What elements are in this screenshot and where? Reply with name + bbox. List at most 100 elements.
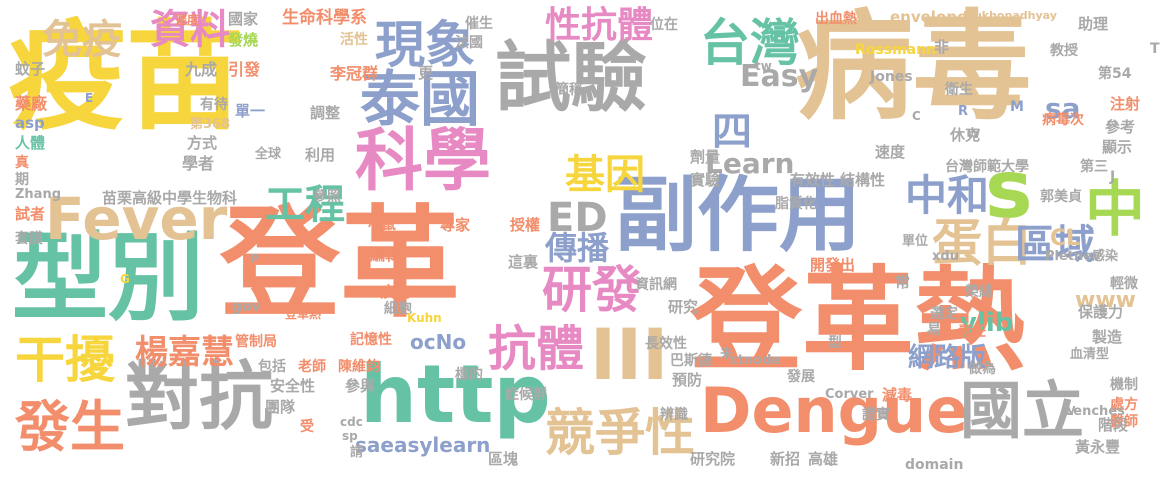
cloud-word: 注射 [1110,95,1141,113]
cloud-word: 活性 [340,32,368,48]
cloud-word: asp [15,114,45,132]
cloud-word: 參考 [1105,118,1136,136]
cloud-word: 傳播 [545,229,610,267]
cloud-word: 處方 [1110,397,1138,413]
cloud-word: 國立 [960,374,1085,447]
cloud-word: 新招 [770,450,801,468]
cloud-word: 更 [418,64,434,82]
cloud-word: 安全性 [270,377,316,395]
cloud-word: G [120,272,130,286]
cloud-word: 網路版 [908,343,987,373]
cloud-word: 中和 [905,171,990,220]
cloud-word: 調整 [310,104,341,122]
cloud-word: 第54 [1098,66,1132,82]
cloud-word: 試驗 [495,33,647,122]
cloud-word: 血清型 [1070,347,1110,362]
cloud-word: M [1010,99,1024,115]
cloud-word: P [250,252,259,266]
cloud-word: 李冠群 [330,64,379,83]
cloud-word: 速度 [875,143,906,161]
cloud-word: Dengue [700,374,969,447]
cloud-word: 參照 [313,189,341,205]
cloud-word: 基因 [565,152,645,198]
cloud-word: envelope [890,8,968,26]
cloud-word: sp [342,429,358,443]
cloud-word: domain [905,457,964,473]
cloud-word: 休克 [950,126,981,144]
cloud-word: 老師 [298,359,326,375]
cloud-word: Rossmann [855,42,937,58]
cloud-word: 參與 [345,377,376,395]
cloud-word: 期 [15,172,29,188]
cloud-word: 台灣 [700,14,800,72]
cloud-word: 單位 [902,234,929,249]
cloud-word: Corver [825,387,874,402]
cloud-word: cdc [340,415,363,429]
cloud-word: Easy [740,59,819,94]
cloud-word: 編輯 [370,246,401,264]
cloud-word: 發展 [787,369,815,385]
cloud-word: 位在 [650,17,678,33]
cloud-word: 開發出 [810,256,856,274]
cloud-word: E [85,91,94,105]
cloud-word: 疾病 [380,283,411,301]
cloud-word: 結構性 [840,171,886,189]
cloud-word: 法國 [455,35,483,51]
cloud-word: 抗體 [488,321,585,377]
cloud-word: 脂質化 [775,196,817,212]
cloud-word: 方式 [187,134,218,152]
cloud-word: 高雄 [808,450,839,468]
cloud-word: 記憶性 [350,332,392,348]
cloud-word: 這裏 [508,253,539,271]
cloud-word: 現象 [375,16,475,74]
cloud-word: 科學 [355,122,492,201]
cloud-word: 第368 [190,117,231,132]
cloud-word: 做為 [968,361,996,377]
cloud-word: saeasylearn [355,433,491,457]
cloud-word: 引發 [228,60,261,79]
cloud-word: ctnode [730,353,781,368]
cloud-word: 階段 [1098,416,1129,434]
cloud-word: 病毒 [795,0,1032,136]
cloud-word: 症候群 [505,387,547,403]
cloud-word: 中 [1085,175,1145,245]
cloud-word: 免疫 [42,17,122,63]
cloud-word: 區塊 [488,450,519,468]
cloud-word: 郭美貞 [1040,189,1082,205]
cloud-word: 九成 [185,60,218,79]
cloud-word: s [985,143,1033,236]
cloud-word: Jones [870,69,913,85]
cloud-word: 人體 [15,134,46,152]
cloud-word: 預防 [672,371,703,389]
cloud-word: 研究院 [690,450,736,468]
cloud-word: Pletnev [1045,249,1101,264]
cloud-word: 責任 [958,324,986,340]
cloud-word: 有待 [200,97,228,113]
cloud-word: http [360,348,551,441]
cloud-word: 型 [828,335,842,351]
cloud-word: 衛生 [945,82,973,98]
cloud-word: 授權 [510,216,541,234]
cloud-word: 輕微 [1110,276,1138,292]
cloud-word: 單一 [235,102,266,120]
cloud-word: 試者 [15,205,46,223]
cloud-word: 簡稱 [555,82,583,98]
cloud-word: 黃永豐 [1075,438,1121,456]
cloud-word: xdu [932,249,959,264]
cloud-word: T [1150,41,1160,57]
cloud-word: 常 [895,273,911,291]
cloud-word: 出血熱 [815,11,857,27]
cloud-word: 保護力 [1078,303,1124,321]
cloud-word: CL [1050,226,1081,251]
cloud-word: 藥廠 [15,94,48,113]
cloud-word: 真 [15,155,29,171]
cloud-word: ED [547,195,608,241]
cloud-word: 國家 [228,10,259,28]
cloud-word: 管制局 [235,334,277,350]
cloud-word: 蚊子 [15,60,46,78]
cloud-word: 證實 [862,407,890,423]
cloud-word: 機制 [1110,377,1138,393]
cloud-word: 團隊 [265,398,296,416]
cloud-word: 登革熱 [285,307,322,321]
